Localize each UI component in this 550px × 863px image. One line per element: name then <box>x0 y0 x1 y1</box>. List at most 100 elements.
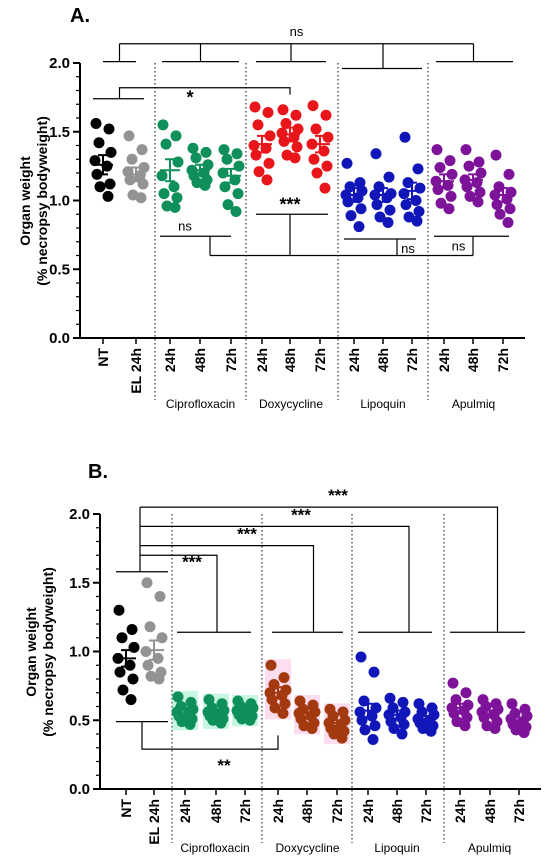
data-point <box>125 694 137 706</box>
data-point <box>244 714 256 726</box>
data-point <box>384 204 396 216</box>
data-point <box>138 162 150 173</box>
significance-label: ns <box>290 24 304 39</box>
data-point <box>140 646 152 657</box>
data-point <box>355 203 367 215</box>
x-tick-label: EL 24h <box>146 799 162 845</box>
data-point <box>359 724 371 736</box>
data-point <box>127 673 139 685</box>
x-tick-label: 72h <box>237 799 253 823</box>
significance-label: * <box>186 87 193 107</box>
x-tick-label: 24h <box>360 799 376 823</box>
y-axis-label: Organ weight <box>17 156 33 246</box>
data-point <box>345 210 357 222</box>
significance-label: ns <box>401 241 415 256</box>
data-point <box>382 217 394 228</box>
significance-label: *** <box>328 486 348 505</box>
data-point <box>289 152 301 164</box>
data-point <box>187 142 199 154</box>
panel-label: B. <box>88 461 108 483</box>
significance-label: ns <box>178 218 192 233</box>
data-point <box>322 131 334 143</box>
data-point <box>412 163 424 175</box>
data-point <box>306 723 318 734</box>
data-point <box>123 130 135 142</box>
data-point <box>432 184 444 195</box>
y-tick-label: 2.0 <box>49 55 70 72</box>
bracket-path <box>140 525 410 633</box>
data-series <box>383 692 411 740</box>
x-tick-label: 72h <box>312 348 328 372</box>
panel-label: A. <box>70 5 90 27</box>
data-point <box>356 714 368 726</box>
data-point <box>215 717 227 729</box>
x-tick-label: 72h <box>511 799 527 823</box>
data-point <box>337 706 349 718</box>
data-point <box>460 144 472 156</box>
x-tick-label: EL 24h <box>128 348 144 394</box>
data-point <box>374 211 386 223</box>
data-point <box>373 181 385 193</box>
data-point <box>105 146 117 158</box>
data-point <box>447 677 459 689</box>
data-point <box>384 692 396 704</box>
data-series <box>112 604 140 706</box>
data-series <box>231 695 259 727</box>
data-point <box>336 732 348 744</box>
data-series <box>186 142 214 191</box>
data-point <box>116 632 128 644</box>
data-point <box>169 201 181 213</box>
significance-label: *** <box>279 194 300 214</box>
data-point <box>89 155 101 167</box>
data-point <box>443 203 455 215</box>
data-point <box>366 710 378 722</box>
data-point <box>493 181 505 193</box>
data-point <box>124 174 136 186</box>
bracket-path <box>140 554 218 633</box>
data-point <box>473 156 485 168</box>
data-point <box>248 140 260 151</box>
data-point <box>203 694 215 706</box>
data-point <box>460 687 472 699</box>
data-point <box>450 694 462 706</box>
x-tick-label: 72h <box>418 799 434 823</box>
data-point <box>494 208 506 220</box>
data-point <box>113 604 125 616</box>
data-point <box>413 698 425 710</box>
x-tick-label: 72h <box>329 799 345 823</box>
data-point <box>444 155 456 167</box>
data-point <box>171 192 183 204</box>
data-series <box>202 693 230 729</box>
data-point <box>425 725 437 737</box>
data-point <box>321 160 333 172</box>
data-point <box>230 206 242 217</box>
data-point <box>124 659 136 671</box>
data-point <box>411 215 423 227</box>
data-point <box>489 723 501 734</box>
data-point <box>218 144 230 156</box>
y-tick-label: 1.0 <box>49 193 70 210</box>
x-tick-label: 24h <box>254 348 270 372</box>
data-point <box>172 691 184 703</box>
y-tick-label: 0.5 <box>49 261 70 278</box>
y-tick-label: 0.0 <box>69 781 90 798</box>
data-point <box>222 199 234 211</box>
data-point <box>278 135 290 147</box>
data-point <box>445 190 457 202</box>
data-point <box>94 181 106 193</box>
x-tick-label: 72h <box>495 348 511 372</box>
data-point <box>156 632 168 644</box>
data-series <box>217 144 245 217</box>
data-point <box>291 141 303 153</box>
data-point <box>264 130 276 142</box>
data-point <box>265 659 277 671</box>
x-tick-label: 48h <box>375 348 391 372</box>
bracket-path <box>140 506 499 633</box>
data-series <box>276 104 304 164</box>
data-point <box>371 199 383 211</box>
data-point <box>158 188 170 200</box>
data-point <box>478 712 490 723</box>
data-point <box>202 159 214 171</box>
x-tick-label: 72h <box>404 348 420 372</box>
